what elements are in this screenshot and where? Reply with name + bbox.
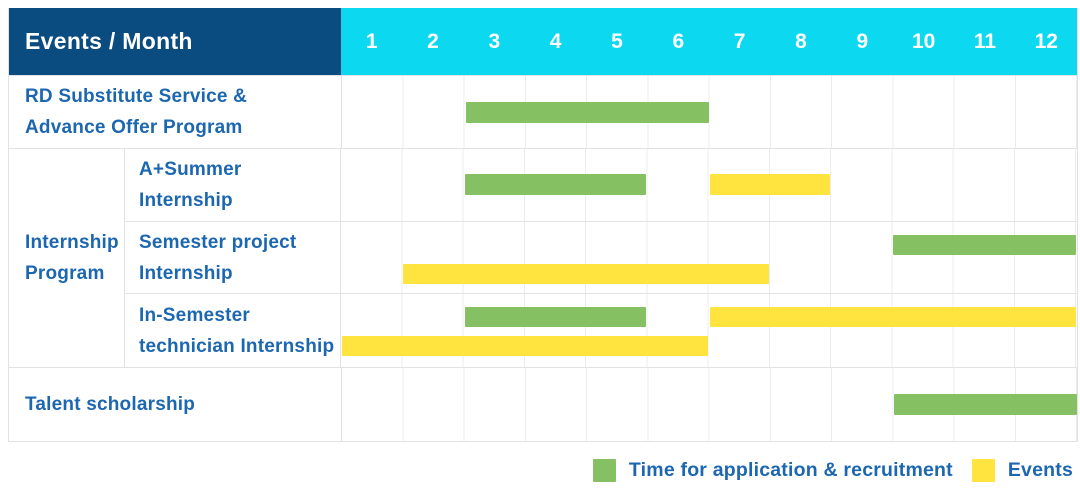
month-header-2: 2 <box>427 29 439 53</box>
bar-area <box>340 294 1077 367</box>
row-label: RD Substitute Service & Advance Offer Pr… <box>25 86 248 138</box>
event-row-rd-substitute: RD Substitute Service & Advance Offer Pr… <box>9 75 1077 148</box>
month-header-7: 7 <box>733 29 746 53</box>
gantt-bar-recruitment <box>464 174 647 196</box>
bar-area <box>341 76 1077 148</box>
event-row-in-semester-technician-internship: In-Semester technician Internship <box>125 293 1077 367</box>
bar-area <box>341 368 1077 441</box>
bar-area <box>340 221 1077 294</box>
gantt-bar-event <box>709 307 1076 328</box>
gantt-bar-event <box>709 174 830 196</box>
header-title: Events / Month <box>9 8 341 75</box>
gantt-bar-recruitment <box>465 101 709 123</box>
row-label: In-Semester technician Internship <box>139 304 335 357</box>
legend-item-recruitment: Time for application & recruitment <box>592 458 953 482</box>
gantt-bar-recruitment <box>893 234 1076 255</box>
gantt-bar-event <box>403 263 769 284</box>
row-label: A+Summer Internship <box>139 158 242 211</box>
header-row: Events / Month 1 2 3 4 5 6 7 8 9 10 11 1… <box>9 8 1077 75</box>
month-header-5: 5 <box>611 29 623 53</box>
gantt-bar-recruitment <box>894 394 1077 415</box>
month-header-6: 6 <box>672 29 685 53</box>
event-row-group-internship-program: Internship Program A+Summer Internship S… <box>9 148 1077 367</box>
month-header-11: 11 <box>973 29 997 53</box>
legend: Time for application & recruitment Event… <box>592 457 1073 483</box>
row-label: Talent scholarship <box>25 394 196 415</box>
event-row-a-summer-internship: A+Summer Internship <box>125 149 1077 221</box>
group-label: Internship Program <box>9 149 125 367</box>
month-header-4: 4 <box>549 29 562 53</box>
gantt-bar-recruitment <box>464 307 647 328</box>
gantt-bar-event <box>342 336 708 357</box>
month-header-row: 1 2 3 4 5 6 7 8 9 10 11 12 <box>341 8 1077 75</box>
legend-label-events: Events <box>1007 458 1073 481</box>
bar-area <box>340 149 1077 221</box>
row-label: Semester project Internship <box>139 231 297 284</box>
month-header-3: 3 <box>488 29 501 53</box>
month-header-9: 9 <box>856 29 869 53</box>
legend-swatch-events-icon <box>971 458 995 482</box>
gantt-table: Events / Month 1 2 3 4 5 6 7 8 9 10 11 1… <box>8 8 1078 442</box>
month-header-12: 12 <box>1034 29 1058 53</box>
legend-item-events: Events <box>971 458 1073 482</box>
group-subrows: A+Summer Internship Semester project Int… <box>125 149 1077 367</box>
month-header-10: 10 <box>911 29 936 53</box>
month-header-8: 8 <box>795 29 807 53</box>
legend-swatch-recruitment-icon <box>592 458 616 482</box>
month-header-1: 1 <box>365 29 378 53</box>
event-row-talent-scholarship: Talent scholarship <box>9 367 1077 441</box>
event-row-semester-project-internship: Semester project Internship <box>125 220 1077 294</box>
legend-label-recruitment: Time for application & recruitment <box>628 458 953 481</box>
